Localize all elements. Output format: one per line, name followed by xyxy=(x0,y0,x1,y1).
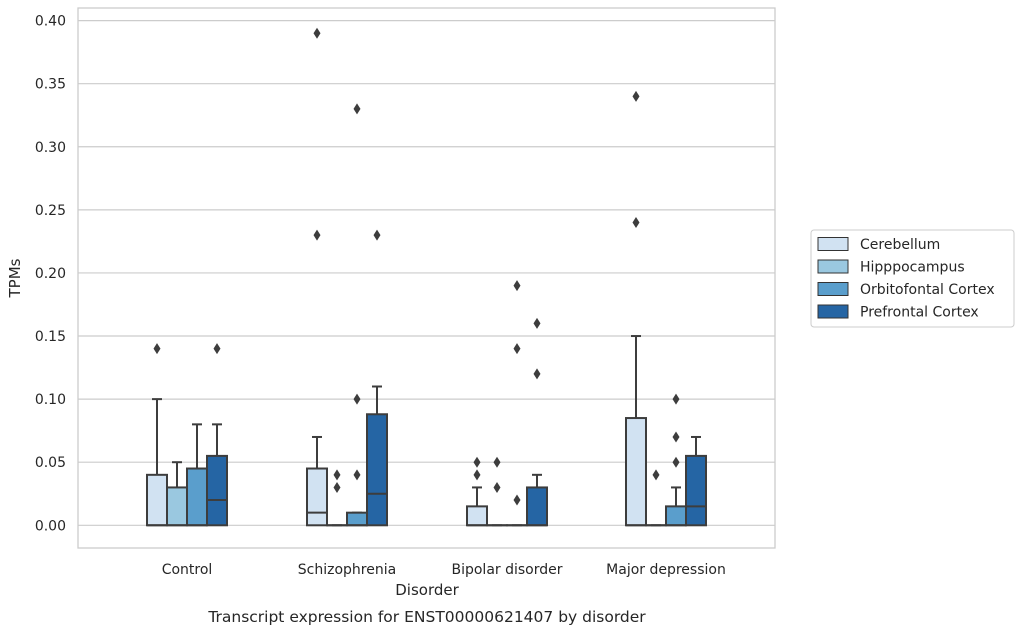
box-cerebellum xyxy=(146,398,168,527)
outlier-point xyxy=(313,27,321,39)
outlier-point xyxy=(632,90,640,102)
outlier-point xyxy=(513,343,521,355)
box-orbitofontal-cortex xyxy=(665,486,687,527)
outlier-point xyxy=(652,469,660,481)
grid-lines xyxy=(78,20,775,526)
box-body xyxy=(466,505,488,527)
box-body xyxy=(526,486,548,527)
box-body xyxy=(146,473,168,527)
box-body xyxy=(366,413,388,527)
box-prefrontal-cortex xyxy=(366,385,388,527)
box-body xyxy=(346,511,368,527)
x-tick-label: Bipolar disorder xyxy=(451,562,562,578)
box-body xyxy=(665,505,687,527)
outlier-point xyxy=(672,393,680,405)
legend-swatch xyxy=(817,237,849,251)
outlier-point xyxy=(533,368,541,380)
outlier-point xyxy=(672,431,680,443)
chart-caption: Transcript expression for ENST0000062140… xyxy=(207,608,646,626)
x-tick-label: Control xyxy=(162,562,213,578)
outlier-point xyxy=(473,456,481,468)
box-body xyxy=(166,486,188,527)
outlier-point xyxy=(493,456,501,468)
legend-swatch xyxy=(817,282,849,296)
y-tick-label: 0.10 xyxy=(35,392,66,408)
box-body xyxy=(685,454,707,527)
legend-label: Hipppocampus xyxy=(860,260,965,276)
outlier-point xyxy=(373,229,381,241)
outlier-point xyxy=(513,280,521,292)
outlier-point xyxy=(353,103,361,115)
outliers xyxy=(153,27,680,506)
y-tick-label: 0.35 xyxy=(35,77,66,93)
outlier-point xyxy=(632,216,640,228)
y-axis-label: TPMs xyxy=(6,258,24,298)
box-body xyxy=(186,467,208,527)
box-orbitofontal-cortex xyxy=(186,423,208,527)
box-body xyxy=(206,454,228,527)
legend-label: Prefrontal Cortex xyxy=(860,305,979,321)
box-cerebellum xyxy=(306,435,328,527)
y-tick-label: 0.20 xyxy=(35,266,66,282)
outlier-point xyxy=(672,456,680,468)
x-tick-label: Major depression xyxy=(606,562,726,578)
y-tick-label: 0.05 xyxy=(35,455,66,471)
outlier-point xyxy=(333,469,341,481)
box-prefrontal-cortex xyxy=(526,473,548,527)
legend-frame xyxy=(810,229,1015,328)
outlier-point xyxy=(513,494,521,506)
outlier-point xyxy=(333,481,341,493)
legend-label: Orbitofontal Cortex xyxy=(860,282,995,298)
y-tick-label: 0.40 xyxy=(35,14,66,30)
box-prefrontal-cortex xyxy=(685,435,707,527)
x-axis-label: Disorder xyxy=(395,581,459,599)
legend: Cerebellum Hipppocampus Orbitofontal Corte… xyxy=(810,229,1015,328)
outlier-point xyxy=(213,343,221,355)
y-tick-labels: 0.00 0.05 0.10 0.15 0.20 0.25 0.30 0.35 0.40 xyxy=(35,14,66,535)
boxes xyxy=(146,335,707,527)
outlier-point xyxy=(313,229,321,241)
legend-swatch xyxy=(817,259,849,274)
y-tick-label: 0.30 xyxy=(35,140,66,156)
box-cerebellum xyxy=(466,486,488,527)
box-cerebellum xyxy=(625,335,647,527)
box-prefrontal-cortex xyxy=(206,423,228,527)
box-hipppocampus xyxy=(166,461,188,527)
box-orbitofontal-cortex xyxy=(346,511,368,527)
outlier-point xyxy=(353,469,361,481)
x-tick-labels: Control Schizophrenia Bipolar disorder Majo… xyxy=(162,562,726,578)
legend-swatch xyxy=(817,304,849,319)
box-body xyxy=(625,417,647,527)
box-body xyxy=(306,467,328,527)
outlier-point xyxy=(473,469,481,481)
y-tick-label: 0.25 xyxy=(35,203,66,219)
y-tick-label: 0.15 xyxy=(35,329,66,345)
x-tick-label: Schizophrenia xyxy=(298,562,396,578)
plot-frame xyxy=(77,7,776,549)
y-tick-label: 0.00 xyxy=(35,518,66,534)
outlier-point xyxy=(493,481,501,493)
legend-label: Cerebellum xyxy=(860,237,940,253)
outlier-point xyxy=(533,317,541,329)
outlier-point xyxy=(353,393,361,405)
outlier-point xyxy=(153,343,161,355)
